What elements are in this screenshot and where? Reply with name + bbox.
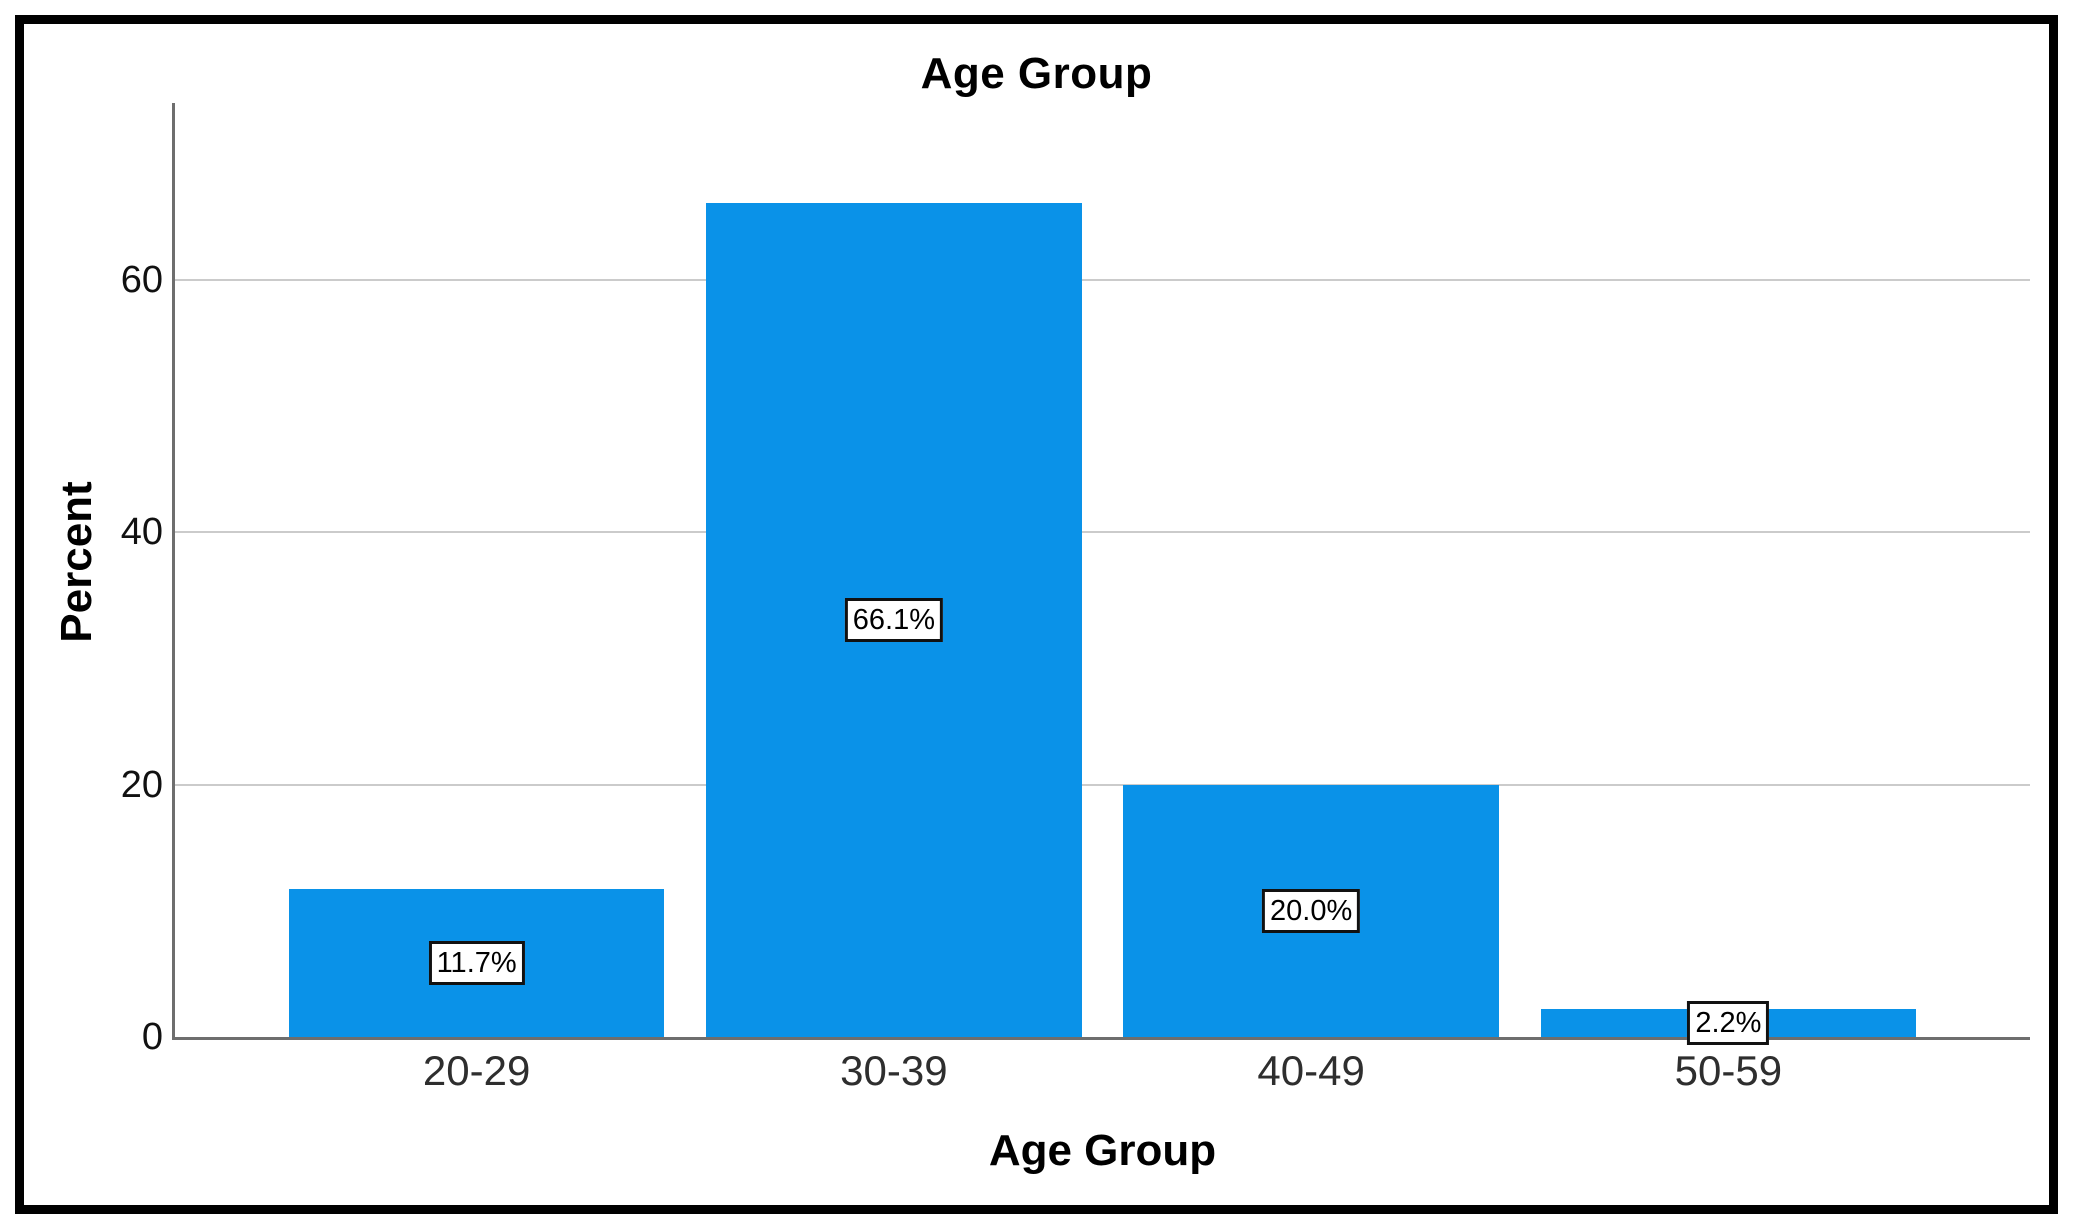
x-axis-title: Age Group: [988, 1126, 1217, 1175]
bar-value-label-30-39: 66.1%: [844, 597, 943, 642]
gridline-20: [175, 783, 2030, 786]
gridline-60: [175, 278, 2030, 281]
x-tick-label-40-49: 40-49: [1257, 1047, 1365, 1094]
y-axis-title: Percent: [52, 481, 101, 643]
y-tick-label-0: 0: [141, 1016, 163, 1058]
bar-value-label-20-29: 11.7%: [428, 941, 525, 986]
y-tick-label-60: 60: [120, 258, 163, 301]
plot-area: 11.7% 66.1% 20.0% 2.2%: [172, 103, 2030, 1046]
x-tick-label-20-29: 20-29: [422, 1047, 531, 1094]
y-tick-label-40: 40: [120, 511, 163, 554]
bar-value-label-50-59: 2.2%: [1687, 1001, 1770, 1046]
x-tick-label-30-39: 30-39: [840, 1047, 948, 1094]
y-tick-label-20: 20: [120, 763, 163, 806]
gridline-40: [175, 531, 2030, 534]
x-tick-label-50-59: 50-59: [1674, 1047, 1783, 1094]
bar-value-label-40-49: 20.0%: [1262, 888, 1361, 933]
chart-title: Age Group: [920, 49, 1153, 98]
